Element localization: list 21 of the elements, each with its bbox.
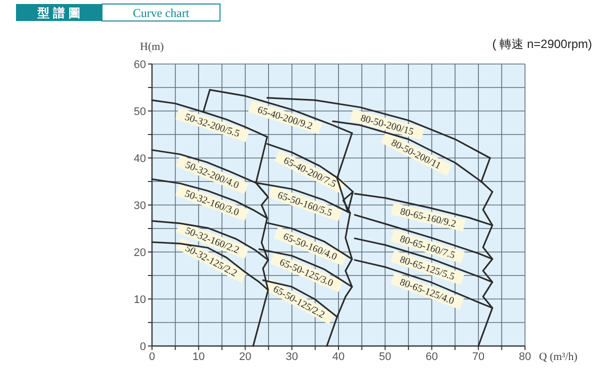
x-tick-label: 20 [239,351,252,363]
x-tick-label: 80 [518,351,532,363]
chart-subtitle: Curve chart [132,6,190,20]
x-tick-label: 60 [426,351,438,363]
y-tick-label: 10 [134,294,146,306]
y-tick-label: 40 [134,153,146,165]
y-tick-label: 0 [140,341,146,353]
x-tick-label: 10 [192,351,205,363]
y-tick-label: 60 [134,59,146,71]
x-tick-label: 0 [148,351,156,363]
x-axis-title: Q (m³/h) [539,351,578,363]
x-tick-label: 30 [286,351,298,363]
y-axis-title: H(m) [140,41,164,53]
text: ( 轉速 n=2900rpm) [492,37,592,51]
x-tick-label: 40 [332,351,345,363]
x-tick-label: 50 [379,351,392,363]
x-tick-label: 70 [472,351,484,363]
y-tick-label: 20 [134,247,146,259]
y-tick-label: 30 [134,200,146,212]
y-tick-label: 50 [134,106,146,118]
chart-title: 型 譜 圖 [36,6,80,20]
